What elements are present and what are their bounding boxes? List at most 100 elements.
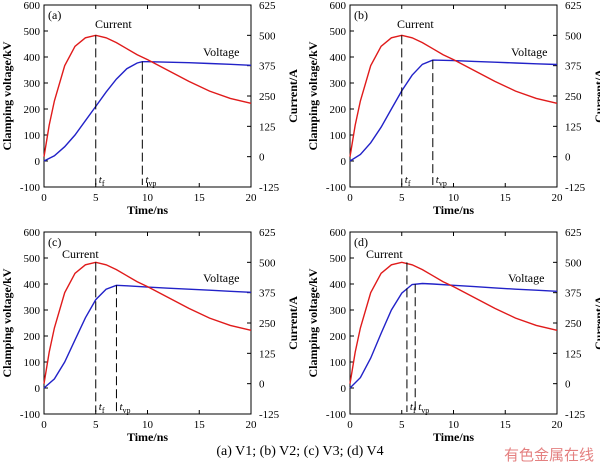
y-right-tick-label: 500 (565, 30, 582, 42)
tf-label: tf (99, 401, 105, 415)
y-left-tick-label: 0 (341, 156, 347, 168)
y-left-tick-label: 500 (330, 253, 347, 265)
y-left-tick-label: 500 (24, 26, 41, 38)
x-tick-label: 0 (347, 192, 353, 204)
x-axis-label: Time/ns (127, 203, 168, 217)
y-left-tick-label: 0 (35, 383, 41, 395)
y-right-axis-label: Current/A (286, 69, 300, 123)
voltage-annotation: Voltage (508, 271, 544, 285)
x-tick-label: 10 (448, 419, 460, 431)
y-right-tick-label: 625 (565, 0, 582, 12)
current-line (349, 261, 558, 384)
y-right-tick-label: 625 (259, 0, 276, 12)
y-left-tick-label: -100 (326, 409, 347, 421)
y-left-tick-label: 200 (330, 104, 347, 116)
x-tick-label: 20 (552, 419, 564, 431)
y-right-tick-label: 625 (565, 227, 582, 239)
y-left-tick-label: 300 (330, 78, 347, 90)
y-right-tick-label: 125 (259, 348, 276, 360)
voltage-line (43, 61, 252, 162)
y-right-tick-label: 0 (259, 379, 265, 391)
tvp-label: tvp (418, 401, 429, 415)
x-tick-label: 15 (194, 419, 206, 431)
panel-label: (b) (354, 8, 368, 22)
y-left-tick-label: 200 (24, 331, 41, 343)
x-tick-label: 15 (500, 419, 512, 431)
x-tick-label: 0 (347, 419, 353, 431)
voltage-line (349, 59, 558, 162)
x-tick-label: 15 (194, 192, 206, 204)
y-left-tick-label: 200 (330, 331, 347, 343)
y-right-tick-label: 375 (565, 288, 582, 300)
chart-panel-c: 0 5 10 15 20-1000100200300400500600-12501252… (0, 227, 300, 444)
y-left-tick-label: 300 (330, 305, 347, 317)
y-left-tick-label: 100 (330, 357, 347, 369)
current-annotation: Current (366, 247, 403, 261)
y-right-tick-label: -125 (259, 409, 280, 421)
y-left-tick-label: 0 (35, 156, 41, 168)
y-left-tick-label: -100 (20, 409, 41, 421)
x-axis-label: Time/ns (433, 203, 474, 217)
y-left-tick-label: 500 (24, 253, 41, 265)
y-right-tick-label: 250 (259, 318, 276, 330)
x-tick-label: 5 (93, 192, 99, 204)
voltage-annotation: Voltage (203, 271, 239, 285)
y-left-tick-label: 200 (24, 104, 41, 116)
x-axis-label: Time/ns (433, 430, 474, 444)
y-right-tick-label: 375 (565, 61, 582, 73)
y-left-tick-label: 600 (24, 0, 41, 12)
current-line (43, 261, 252, 384)
current-annotation: Current (95, 17, 132, 31)
tvp-label: tvp (119, 401, 130, 415)
figure: 0 5 10 15 20-1000100200300400500600-12501252… (0, 0, 600, 444)
tf-label: tf (99, 174, 105, 188)
y-right-tick-label: 125 (565, 348, 582, 360)
y-left-tick-label: 300 (24, 305, 41, 317)
x-tick-label: 15 (500, 192, 512, 204)
chart-panel-d: 0 5 10 15 20-1000100200300400500600-12501252… (306, 227, 600, 444)
tf-label: tf (410, 401, 416, 415)
y-left-axis-label: Clamping voltage/kV (306, 268, 320, 377)
x-tick-label: 20 (246, 419, 258, 431)
x-tick-label: 5 (399, 419, 405, 431)
current-annotation: Current (62, 247, 99, 261)
y-right-tick-label: 500 (565, 257, 582, 269)
y-left-tick-label: 600 (24, 227, 41, 239)
figure-caption: (a) V1; (b) V2; (c) V3; (d) V4 (216, 444, 384, 459)
y-right-tick-label: 250 (565, 318, 582, 330)
panel-label: (a) (48, 8, 61, 22)
x-tick-label: 0 (41, 192, 47, 204)
voltage-annotation: Voltage (511, 45, 547, 59)
y-left-tick-label: 600 (330, 0, 347, 12)
x-tick-label: 0 (41, 419, 47, 431)
y-right-tick-label: 250 (259, 91, 276, 103)
y-left-tick-label: 600 (330, 227, 347, 239)
current-line (43, 34, 252, 157)
y-left-tick-label: 0 (341, 383, 347, 395)
y-right-tick-label: -125 (565, 182, 586, 194)
x-tick-label: 10 (142, 192, 154, 204)
y-right-tick-label: 0 (565, 379, 571, 391)
y-right-axis-label: Current/A (592, 69, 600, 123)
y-left-tick-label: 500 (330, 26, 347, 38)
plot-frame (349, 4, 558, 188)
tf-label: tf (405, 174, 411, 188)
x-tick-label: 10 (142, 419, 154, 431)
x-tick-label: 5 (93, 419, 99, 431)
y-right-tick-label: 125 (565, 121, 582, 133)
current-line (349, 34, 558, 157)
y-left-tick-label: 400 (330, 52, 347, 64)
y-right-axis-label: Current/A (286, 296, 300, 350)
y-right-tick-label: 250 (565, 91, 582, 103)
y-right-tick-label: 500 (259, 30, 276, 42)
tvp-label: tvp (145, 174, 156, 188)
y-left-tick-label: 400 (24, 279, 41, 291)
y-right-tick-label: 0 (259, 152, 265, 164)
y-right-axis-label: Current/A (592, 296, 600, 350)
voltage-line (349, 282, 558, 389)
tvp-label: tvp (436, 174, 447, 188)
y-right-tick-label: 625 (259, 227, 276, 239)
y-left-tick-label: 400 (330, 279, 347, 291)
voltage-annotation: Voltage (203, 45, 239, 59)
watermark: 有色金属在线 (503, 446, 594, 464)
